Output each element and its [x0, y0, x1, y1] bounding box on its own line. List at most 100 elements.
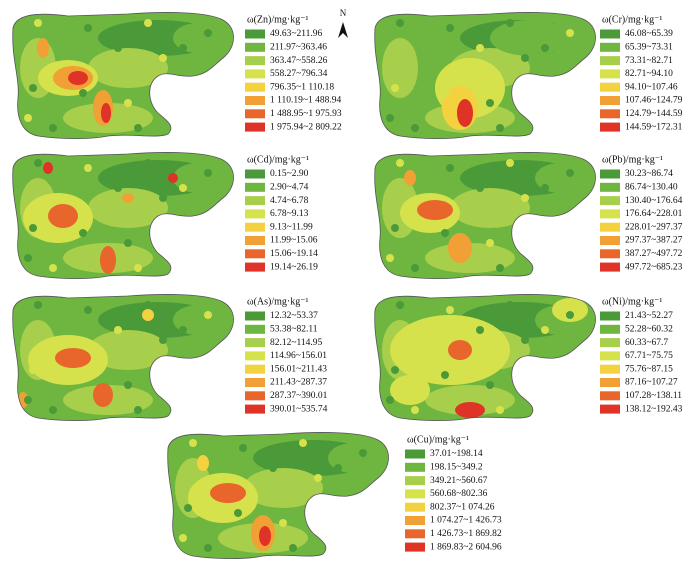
legend-swatch: [600, 56, 620, 66]
map-zone: [259, 526, 271, 546]
legend-swatch: [405, 542, 425, 552]
legend-title: ω(As)/mg·kg⁻¹: [247, 296, 309, 307]
map-patch: [204, 544, 212, 552]
map-patch: [179, 184, 187, 192]
map-patch: [486, 381, 494, 389]
legend-label: 2.90~4.74: [270, 182, 309, 192]
map-zone: [88, 48, 168, 88]
legend-label: 144.59~172.31: [625, 122, 683, 132]
legend-label: 114.96~156.01: [270, 351, 327, 361]
map-patch: [289, 544, 297, 552]
legend-swatch: [245, 96, 265, 105]
legend-label: 558.27~796.34: [270, 69, 328, 79]
legend-swatch: [245, 262, 265, 272]
legend-label: 107.46~124.79: [625, 96, 683, 106]
legend-label: 1 110.19~1 488.94: [270, 96, 342, 106]
legend-label: 1 426.73~1 869.82: [430, 529, 502, 539]
map-panel: [167, 431, 390, 560]
legend-swatch: [245, 182, 265, 192]
legend-label: 94.10~107.46: [625, 82, 678, 92]
legend-label: 497.72~685.23: [625, 262, 683, 272]
legend-swatch: [600, 311, 620, 321]
map-fill: [12, 12, 234, 139]
map-patch: [496, 264, 504, 272]
map-patch: [441, 371, 449, 379]
legend-swatch: [245, 69, 265, 79]
map-patch: [204, 29, 212, 37]
legend-swatch: [600, 182, 620, 192]
legend-swatch: [245, 311, 265, 321]
map-patch: [159, 336, 167, 344]
legend-swatch: [405, 529, 425, 539]
map-patch: [386, 254, 394, 262]
legend-label: 49.63~211.96: [270, 29, 323, 39]
legend-label: 211.43~287.37: [270, 378, 327, 388]
map-panel: [12, 11, 235, 140]
map-patch: [49, 124, 57, 132]
map-patch: [506, 301, 514, 309]
legend-swatch: [245, 222, 265, 232]
map-patch: [566, 311, 574, 319]
map-panel: [12, 293, 235, 422]
legend-swatch: [245, 109, 265, 119]
map-patch: [411, 406, 419, 414]
legend-swatch: [600, 29, 620, 39]
legend-swatch: [600, 249, 620, 259]
map-patch: [124, 239, 132, 247]
map-patch: [144, 159, 152, 167]
legend-label: 82.71~94.10: [625, 69, 673, 79]
legend-swatch: [600, 324, 620, 334]
map-patch: [541, 44, 549, 52]
map-zone: [88, 188, 168, 228]
north-label: N: [340, 8, 347, 18]
legend-swatch: [600, 364, 620, 374]
map-patch: [314, 474, 322, 482]
legend-swatch: [600, 236, 620, 245]
map-zone: [68, 71, 88, 85]
map-patch: [476, 184, 484, 192]
legend-label: 802.37~1 074.26: [430, 502, 495, 512]
map-patch: [566, 169, 574, 177]
legend-label: 37.01~198.14: [430, 449, 483, 459]
map-panel: [374, 293, 597, 422]
map-patch: [124, 99, 132, 107]
legend-swatch: [600, 378, 620, 387]
legend-label: 1 869.83~2 604.96: [430, 542, 502, 552]
map-fill: [12, 152, 234, 279]
map-zone: [455, 402, 485, 418]
legend: ω(As)/mg·kg⁻¹ 12.32~53.37 53.38~82.11 82.12…: [245, 296, 328, 414]
map-patch: [396, 19, 404, 27]
map-patch: [446, 164, 454, 172]
map-zone: [37, 38, 49, 58]
legend-label: 11.99~15.06: [270, 236, 318, 246]
legend-label: 176.64~228.01: [625, 209, 683, 219]
legend-swatch: [245, 56, 265, 66]
legend-label: 138.12~192.43: [625, 404, 683, 414]
map-patch: [486, 99, 494, 107]
legend-label: 390.01~535.74: [270, 404, 328, 414]
legend-label: 560.68~802.36: [430, 489, 488, 499]
legend-swatch: [245, 249, 265, 259]
map-patch: [446, 306, 454, 314]
legend-swatch: [245, 42, 265, 52]
legend-label: 124.79~144.59: [625, 109, 683, 119]
legend-swatch: [245, 378, 265, 387]
legend-swatch: [600, 222, 620, 232]
legend-label: 73.31~82.71: [625, 56, 673, 66]
map-patch: [29, 224, 37, 232]
map-patch: [234, 509, 242, 517]
legend-label: 46.08~65.39: [625, 29, 673, 39]
legend-label: 1 074.27~1 426.73: [430, 516, 502, 526]
map-patch: [184, 504, 192, 512]
map-zone: [168, 173, 178, 183]
map-patch: [34, 19, 42, 27]
legend-swatch: [245, 364, 265, 374]
map-patch: [79, 371, 87, 379]
map-zone: [490, 20, 570, 56]
legend-label: 4.74~6.78: [270, 196, 309, 206]
map-patch: [386, 396, 394, 404]
map-zone: [197, 455, 209, 471]
map-fill: [374, 152, 596, 279]
map-patch: [411, 124, 419, 132]
legend-swatch: [600, 42, 620, 52]
